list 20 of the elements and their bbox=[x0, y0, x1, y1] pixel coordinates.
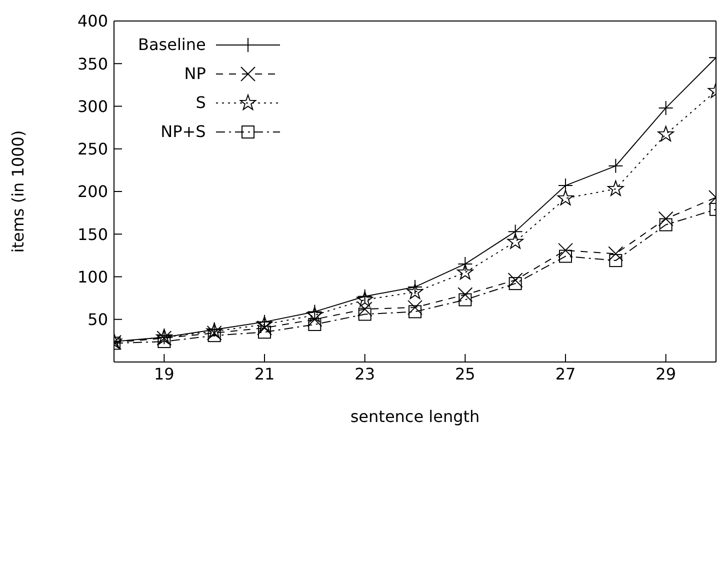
y-tick-label: 250 bbox=[77, 140, 108, 159]
x-tick-label: 21 bbox=[254, 364, 275, 384]
legend-label: NP+S bbox=[160, 122, 206, 141]
y-tick-label: 200 bbox=[77, 182, 108, 202]
y-tick-label: 100 bbox=[77, 267, 108, 286]
y-tick-label: 150 bbox=[77, 224, 108, 244]
x-axis-title: sentence length bbox=[350, 407, 480, 426]
legend-label: Baseline bbox=[138, 35, 206, 54]
y-tick-label: 50 bbox=[88, 310, 108, 330]
x-tick-label: 27 bbox=[555, 364, 576, 384]
legend-label: NP bbox=[184, 64, 206, 83]
y-axis-title: items (in 1000) bbox=[8, 130, 28, 253]
legend-label: S bbox=[196, 93, 206, 112]
x-tick-label: 19 bbox=[154, 364, 174, 384]
y-tick-label: 300 bbox=[77, 96, 108, 116]
x-tick-label: 29 bbox=[656, 364, 676, 384]
y-tick-label: 400 bbox=[77, 12, 108, 31]
y-tick-label: 350 bbox=[77, 54, 108, 74]
x-tick-label: 25 bbox=[454, 364, 476, 384]
x-tick-label: 23 bbox=[354, 364, 376, 384]
